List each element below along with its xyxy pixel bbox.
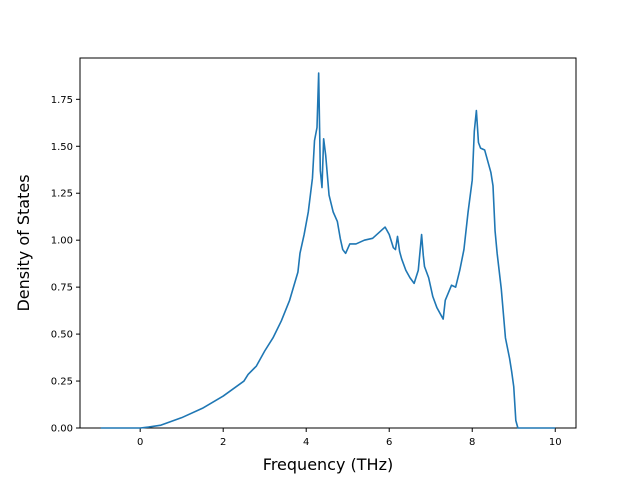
x-tick-label: 8	[469, 437, 475, 448]
y-tick-label: 0.50	[51, 330, 73, 341]
y-tick-label: 0.25	[51, 377, 73, 388]
x-axis-ticks: 0 2 4 6 8 10	[137, 428, 562, 448]
dos-line	[100, 72, 556, 429]
x-tick-label: 6	[386, 437, 392, 448]
y-axis-ticks: 0.00 0.25 0.50 0.75 1.00 1.25 1.50 1.75	[51, 95, 80, 435]
y-tick-label: 0.00	[51, 424, 73, 435]
y-tick-label: 0.75	[51, 283, 73, 294]
y-tick-label: 1.25	[51, 189, 73, 200]
series-group	[100, 72, 556, 429]
y-tick-label: 1.00	[51, 236, 73, 247]
x-tick-label: 4	[303, 437, 309, 448]
y-tick-label: 1.75	[51, 95, 73, 106]
y-tick-label: 1.50	[51, 142, 73, 153]
y-axis-label: Density of States	[14, 174, 33, 311]
x-tick-label: 10	[549, 437, 562, 448]
x-axis-label: Frequency (THz)	[263, 455, 393, 474]
x-tick-label: 2	[220, 437, 226, 448]
plot-area-frame	[79, 57, 577, 429]
x-tick-label: 0	[137, 437, 143, 448]
